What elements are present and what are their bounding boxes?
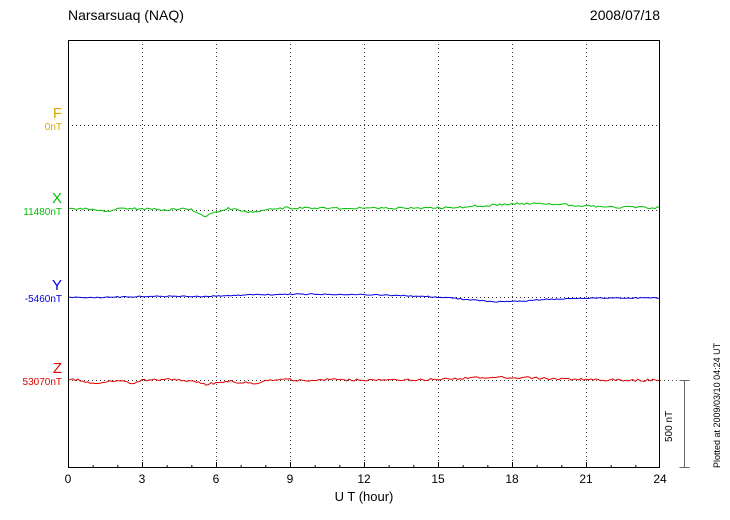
x-tick-label-12: 12 bbox=[357, 472, 371, 486]
trace-Y bbox=[68, 293, 660, 303]
x-tick-label-9: 9 bbox=[286, 472, 294, 486]
trace-Z bbox=[68, 375, 660, 386]
channel-label-Z: Z 53070nT bbox=[2, 360, 62, 389]
channel-baseline-value-F: 0nT bbox=[44, 122, 62, 133]
channel-letter-Z: Z bbox=[52, 360, 62, 377]
x-tick-label-18: 18 bbox=[505, 472, 519, 486]
scale-bar-label: 500 nT bbox=[664, 410, 675, 442]
trace-X bbox=[68, 202, 660, 218]
x-tick-label-0: 0 bbox=[64, 472, 72, 486]
channel-letter-F: F bbox=[52, 105, 62, 122]
channel-label-Y: Y -5460nT bbox=[2, 277, 62, 306]
station-title: Narsarsuaq (NAQ) bbox=[68, 7, 184, 23]
x-tick-label-24: 24 bbox=[653, 472, 667, 486]
channel-letter-Y: Y bbox=[51, 277, 62, 294]
channel-baseline-value-Y: -5460nT bbox=[24, 294, 62, 305]
channel-baseline-value-Z: 53070nT bbox=[22, 377, 62, 388]
channel-baseline-value-X: 11480nT bbox=[23, 207, 62, 218]
channel-label-X: X 11480nT bbox=[2, 190, 62, 219]
channel-letter-X: X bbox=[51, 190, 62, 207]
x-tick-label-3: 3 bbox=[138, 472, 146, 486]
plotted-at-note: Plotted at 2009/03/10 04:24 UT bbox=[712, 342, 722, 468]
plot-date: 2008/07/18 bbox=[589, 7, 660, 23]
plot-area bbox=[68, 40, 660, 468]
x-tick-label-15: 15 bbox=[431, 472, 445, 486]
x-tick-label-21: 21 bbox=[579, 472, 593, 486]
x-tick-label-6: 6 bbox=[212, 472, 220, 486]
plot-border bbox=[68, 40, 660, 468]
channel-label-F: F 0nT bbox=[2, 105, 62, 134]
header: Narsarsuaq (NAQ) 2008/07/18 bbox=[68, 7, 660, 23]
x-axis-title: U T (hour) bbox=[334, 489, 394, 504]
